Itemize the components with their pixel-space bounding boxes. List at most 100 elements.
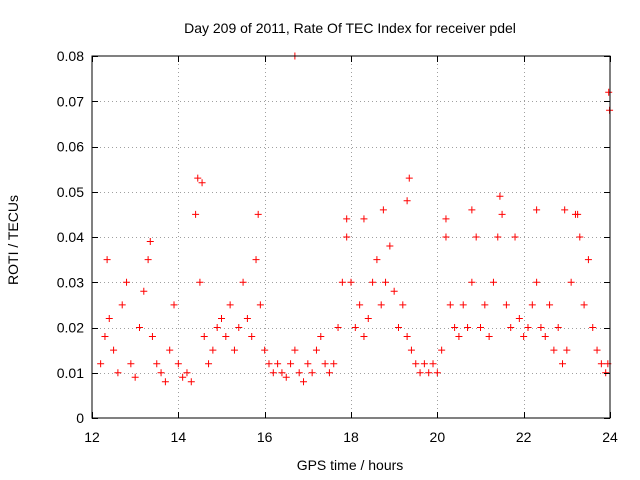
data-point	[576, 233, 584, 241]
data-point	[379, 206, 387, 214]
data-point	[360, 215, 368, 223]
data-point	[442, 233, 450, 241]
data-point	[416, 369, 424, 377]
data-point	[541, 333, 549, 341]
data-point	[256, 301, 264, 309]
grid-layer	[92, 56, 610, 418]
data-point	[230, 346, 238, 354]
data-point	[282, 373, 290, 381]
data-point	[429, 360, 437, 368]
x-axis-label: GPS time / hours	[297, 457, 404, 473]
data-point	[584, 256, 592, 264]
data-point	[146, 238, 154, 246]
data-point	[187, 378, 195, 386]
data-point	[248, 333, 256, 341]
y-tick-label: 0.08	[57, 48, 84, 64]
data-point	[533, 278, 541, 286]
data-point	[494, 233, 502, 241]
data-point	[351, 324, 359, 331]
y-tick-label: 0.06	[57, 139, 84, 155]
data-point	[274, 360, 282, 368]
data-point	[166, 346, 174, 354]
data-point	[243, 314, 251, 322]
y-tick-label: 0.07	[57, 93, 84, 109]
data-point	[252, 256, 260, 264]
data-point	[597, 360, 605, 368]
data-point	[317, 333, 325, 341]
data-point	[373, 256, 381, 264]
data-point	[123, 278, 131, 286]
data-point	[561, 206, 569, 214]
data-point	[161, 378, 169, 386]
data-point	[347, 278, 355, 286]
data-point	[498, 210, 506, 218]
data-point	[278, 369, 286, 377]
data-point	[399, 301, 407, 309]
data-point	[312, 346, 320, 354]
data-point	[222, 333, 230, 341]
data-point	[103, 256, 111, 264]
data-point	[209, 346, 217, 354]
data-point	[218, 314, 225, 322]
data-point	[451, 324, 459, 331]
data-point	[563, 346, 571, 354]
data-point	[235, 324, 243, 331]
data-point	[343, 215, 351, 223]
data-point	[589, 324, 597, 331]
data-point	[489, 278, 497, 286]
data-point	[403, 197, 411, 205]
data-point	[403, 333, 411, 341]
data-point	[377, 301, 385, 309]
data-point	[464, 324, 472, 331]
data-point	[295, 369, 303, 377]
data-point	[442, 215, 450, 223]
x-tick-label: 14	[171, 429, 187, 445]
data-point	[386, 242, 394, 250]
data-point	[192, 210, 200, 218]
data-point	[330, 360, 338, 368]
x-tick-label: 20	[430, 429, 446, 445]
data-point	[269, 369, 277, 377]
data-point	[502, 301, 510, 309]
data-point	[287, 360, 295, 368]
data-point	[550, 346, 558, 354]
data-point	[135, 324, 143, 331]
data-point	[105, 314, 113, 322]
data-point	[144, 256, 152, 264]
data-point	[394, 324, 402, 331]
x-tick-label: 18	[343, 429, 359, 445]
data-point	[420, 360, 428, 368]
data-point	[308, 369, 316, 377]
data-point	[459, 301, 467, 309]
data-point	[559, 360, 567, 368]
data-point	[265, 360, 273, 368]
data-point	[254, 210, 262, 218]
data-point	[405, 174, 413, 182]
data-point	[364, 314, 372, 322]
data-point	[593, 346, 601, 354]
data-point	[343, 233, 351, 241]
data-point	[174, 360, 182, 368]
data-point	[239, 278, 247, 286]
data-point	[369, 278, 377, 286]
data-point	[291, 346, 299, 354]
data-point	[554, 324, 562, 331]
data-point	[412, 360, 420, 368]
data-point	[477, 324, 484, 331]
data-point	[200, 333, 208, 341]
data-point	[580, 301, 588, 309]
data-point	[321, 360, 329, 368]
data-point	[511, 233, 519, 241]
data-point	[334, 324, 342, 331]
y-axis-label: ROTI / TECUs	[5, 195, 21, 285]
data-point	[118, 301, 126, 309]
data-point	[110, 346, 118, 354]
data-point	[528, 301, 536, 309]
data-point	[183, 369, 191, 377]
data-point	[114, 369, 122, 377]
data-point	[407, 346, 415, 354]
data-point	[605, 88, 613, 96]
y-tick-label: 0.03	[57, 274, 84, 290]
data-point	[194, 174, 202, 182]
